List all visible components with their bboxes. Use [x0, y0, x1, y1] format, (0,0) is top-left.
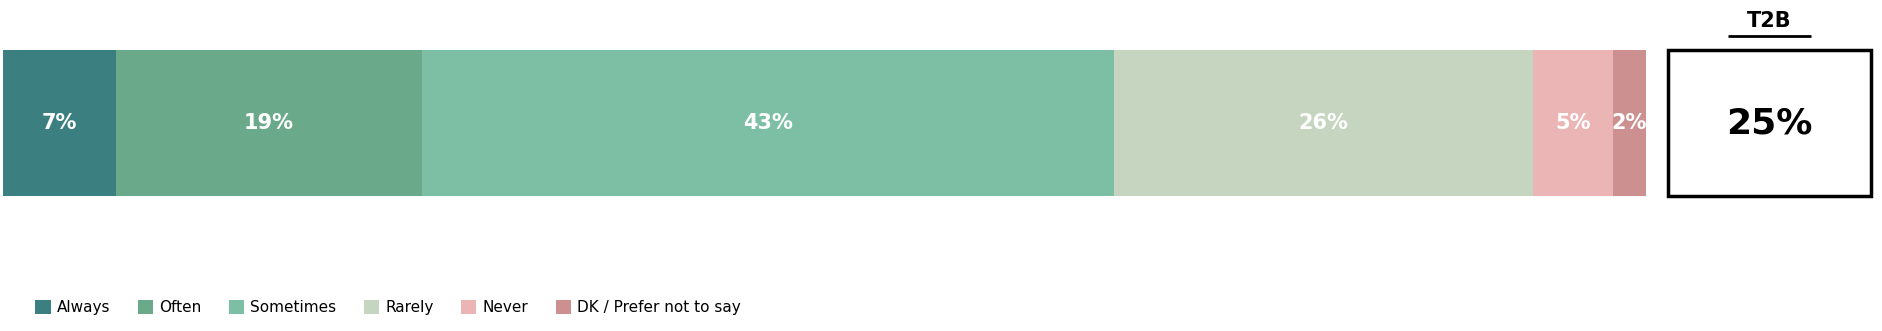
Bar — [422, 50, 1114, 197]
Bar — [1532, 50, 1613, 197]
Bar — [1114, 50, 1532, 197]
Bar — [115, 50, 422, 197]
Text: 19%: 19% — [243, 113, 294, 133]
Text: 2%: 2% — [1611, 113, 1647, 133]
Text: T2B: T2B — [1746, 11, 1792, 31]
Bar — [2, 50, 115, 197]
Text: 26%: 26% — [1299, 113, 1348, 133]
Legend: Always, Often, Sometimes, Rarely, Never, DK / Prefer not to say: Always, Often, Sometimes, Rarely, Never,… — [30, 294, 747, 321]
Bar — [1667, 50, 1871, 197]
Bar — [1613, 50, 1645, 197]
Text: 43%: 43% — [743, 113, 792, 133]
Text: 25%: 25% — [1726, 106, 1812, 140]
Text: 7%: 7% — [41, 113, 77, 133]
Text: 5%: 5% — [1555, 113, 1590, 133]
